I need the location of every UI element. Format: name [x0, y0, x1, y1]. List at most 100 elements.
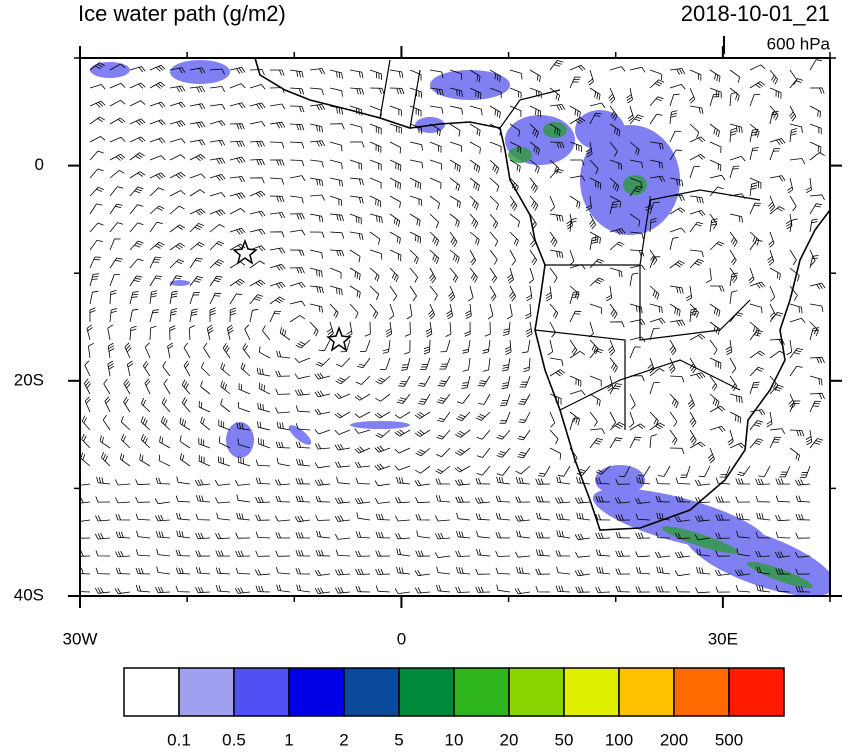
wind-barb	[769, 312, 784, 323]
wind-barb	[109, 153, 126, 161]
wind-barb	[689, 195, 704, 204]
wind-barb	[200, 380, 211, 395]
wind-barb	[609, 141, 618, 157]
wind-barb	[769, 436, 782, 449]
wind-barb	[236, 494, 251, 503]
wind-barb	[626, 87, 633, 104]
wind-barb	[469, 195, 479, 211]
wind-barb	[314, 408, 331, 415]
wind-barb	[275, 532, 290, 539]
wind-barb	[649, 217, 657, 233]
wind-barb	[335, 549, 351, 557]
wind-barb	[357, 357, 371, 369]
wind-barb	[528, 267, 535, 284]
wind-barb	[736, 548, 751, 557]
wind-barb	[295, 478, 311, 485]
wind-barb	[589, 159, 599, 175]
wind-barb	[609, 321, 625, 328]
wind-barb	[809, 218, 818, 233]
wind-barb	[209, 139, 226, 146]
wind-barb	[529, 69, 541, 83]
wind-barb	[749, 239, 763, 251]
wind-barb	[655, 531, 671, 539]
wind-barb	[169, 308, 178, 323]
wind-barb	[789, 69, 798, 86]
wind-barb	[755, 495, 771, 503]
wind-barb	[535, 532, 551, 539]
wind-barb	[249, 210, 266, 217]
wind-barb	[120, 416, 131, 431]
wind-barb	[529, 123, 539, 138]
wind-barb	[103, 378, 111, 395]
wind-barb	[609, 195, 621, 208]
wind-barb	[709, 405, 726, 413]
wind-barb	[374, 411, 391, 419]
wind-barb	[123, 378, 131, 395]
wind-barb	[649, 201, 660, 215]
wind-barb	[238, 383, 251, 395]
colorbar-label: 0.1	[167, 730, 191, 749]
wind-barb	[429, 69, 444, 78]
wind-barb	[329, 195, 342, 206]
wind-barb	[449, 177, 460, 192]
wind-barb	[218, 436, 231, 449]
wind-barb	[649, 368, 665, 377]
wind-barb	[201, 361, 211, 377]
wind-barb	[609, 303, 618, 319]
wind-barb	[749, 321, 760, 336]
wind-barb	[295, 405, 311, 413]
wind-barb	[556, 530, 571, 539]
wind-barb	[389, 69, 404, 78]
wind-barb	[335, 461, 351, 468]
wind-barb	[595, 465, 611, 475]
wind-barb	[414, 429, 431, 437]
wind-barb	[529, 177, 538, 193]
colorbar-label: 50	[555, 730, 574, 749]
wind-barb	[336, 357, 351, 367]
wind-barb	[244, 324, 251, 341]
wind-barb	[175, 549, 191, 557]
wind-barb	[179, 435, 191, 449]
wind-barb	[135, 479, 151, 486]
wind-barb	[109, 186, 124, 197]
wind-barb	[218, 419, 231, 431]
wind-barb	[295, 423, 311, 431]
wind-barb	[369, 267, 380, 282]
wind-barb	[709, 218, 718, 233]
wind-barb	[102, 414, 111, 431]
wind-barb	[709, 213, 718, 230]
wind-barb	[220, 398, 231, 413]
wind-barb	[88, 342, 94, 359]
wind-barb	[755, 478, 771, 485]
wind-barb	[389, 105, 402, 117]
wind-barb	[129, 171, 146, 179]
wind-barb	[289, 69, 304, 78]
wind-barb	[149, 187, 165, 197]
wind-barb	[647, 357, 655, 374]
wind-barb	[129, 240, 144, 251]
wind-barb	[222, 342, 231, 359]
wind-barb	[249, 177, 265, 184]
wind-barb	[649, 69, 662, 81]
wind-barb	[729, 123, 743, 134]
wind-barb	[84, 396, 91, 413]
wind-barb	[749, 202, 761, 215]
wind-barb	[809, 400, 822, 413]
borders	[379, 59, 761, 430]
wind-barb	[329, 141, 343, 152]
wind-barb	[229, 293, 243, 305]
wind-barb	[749, 381, 760, 395]
wind-barb	[309, 303, 323, 313]
wind-barb	[789, 267, 800, 282]
wind-barb	[709, 357, 722, 369]
wind-barb	[649, 159, 663, 169]
wind-barb	[346, 321, 353, 338]
wind-barb	[649, 141, 664, 150]
wind-barb	[169, 171, 186, 180]
wind-barb	[369, 213, 383, 224]
wind-barb	[629, 66, 646, 73]
wind-barb	[789, 158, 806, 164]
wind-barb	[175, 495, 191, 503]
wind-barb	[369, 177, 382, 189]
wind-barb	[289, 123, 305, 131]
